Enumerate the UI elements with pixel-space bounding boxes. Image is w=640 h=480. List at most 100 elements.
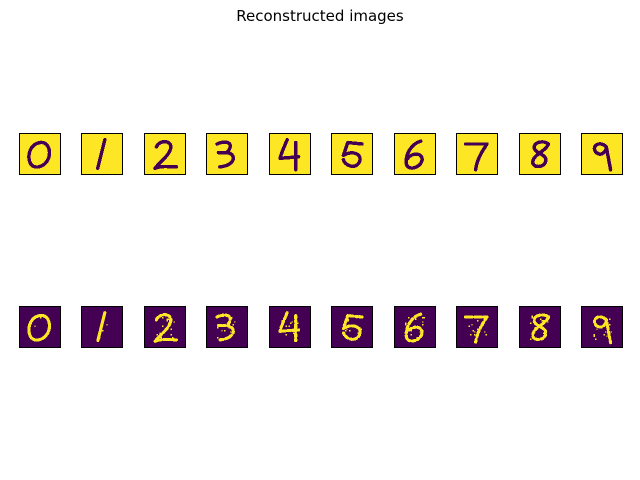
noise-pixel — [468, 325, 470, 327]
digit-stroke — [27, 140, 52, 169]
original-digit-9 — [581, 133, 623, 175]
noise-pixel — [99, 337, 101, 339]
digit-image — [20, 307, 60, 347]
noise-pixel — [102, 329, 104, 332]
noise-pixel — [481, 317, 483, 319]
noise-pixel — [290, 329, 292, 332]
noise-pixel — [232, 324, 235, 326]
original-digit-7 — [456, 133, 498, 175]
noise-pixel — [474, 331, 476, 333]
noise-pixel — [474, 334, 476, 336]
noise-pixel — [419, 331, 421, 333]
noise-pixel — [609, 318, 611, 320]
noise-pixel — [292, 332, 295, 335]
reconstructed-digit-0 — [19, 306, 61, 348]
noise-pixel — [610, 331, 612, 333]
noise-pixel — [593, 334, 595, 336]
original-digit-6 — [394, 133, 436, 175]
noise-pixel — [356, 337, 358, 339]
noise-pixel — [349, 329, 351, 332]
figure-title: Reconstructed images — [236, 7, 404, 25]
noise-pixel — [485, 334, 487, 336]
noise-pixel — [159, 332, 161, 335]
noise-pixel — [544, 315, 546, 317]
noise-pixel — [484, 331, 486, 333]
reconstructed-digit-5 — [331, 306, 373, 348]
noise-pixel — [606, 335, 608, 337]
noise-pixel — [34, 325, 36, 327]
noise-pixel — [222, 315, 225, 317]
noise-pixel — [156, 334, 158, 336]
noise-pixel — [344, 329, 347, 332]
noise-pixel — [100, 324, 102, 326]
original-digit-3 — [206, 133, 248, 175]
noise-pixel — [593, 321, 595, 323]
digit-stroke — [404, 139, 424, 170]
noise-pixel — [531, 315, 533, 317]
noise-pixel — [173, 321, 175, 323]
noise-pixel — [47, 329, 49, 332]
noise-pixel — [469, 334, 472, 336]
noise-pixel — [285, 325, 288, 327]
digit-image — [145, 307, 185, 347]
noise-pixel — [415, 318, 417, 320]
digit-stroke — [278, 311, 301, 345]
noise-pixel — [160, 337, 163, 339]
noise-pixel — [162, 325, 164, 327]
reconstructed-images-row — [0, 306, 640, 348]
noise-pixel — [541, 319, 543, 322]
noise-pixel — [346, 328, 348, 330]
noise-pixel — [106, 324, 108, 326]
noise-pixel — [406, 337, 408, 339]
noise-pixel — [225, 338, 227, 340]
noise-pixel — [548, 315, 550, 317]
noise-pixel — [548, 317, 550, 319]
noise-pixel — [423, 317, 425, 319]
digit-stroke — [153, 313, 179, 343]
noise-pixel — [405, 324, 407, 326]
digit-stroke — [464, 315, 489, 345]
original-digit-2 — [144, 133, 186, 175]
image-background — [270, 134, 310, 174]
digit-stroke — [215, 140, 235, 169]
noise-pixel — [405, 322, 407, 325]
original-digit-1 — [81, 133, 123, 175]
noise-pixel — [359, 327, 361, 329]
noise-pixel — [294, 315, 296, 317]
digit-image — [457, 307, 497, 347]
noise-pixel — [482, 324, 485, 326]
digit-stroke — [153, 139, 179, 170]
noise-pixel — [357, 332, 360, 335]
reconstructed-digit-8 — [519, 306, 561, 348]
reconstructed-digit-7 — [456, 306, 498, 348]
digit-image — [270, 134, 310, 174]
noise-pixel — [534, 338, 536, 340]
noise-pixel — [162, 338, 164, 340]
digit-image — [520, 134, 560, 174]
digit-stroke — [531, 140, 551, 169]
noise-pixel — [297, 322, 299, 325]
noise-pixel — [170, 328, 173, 330]
noise-pixel — [547, 321, 549, 323]
original-digit-8 — [519, 133, 561, 175]
noise-pixel — [217, 327, 219, 329]
reconstructed-digit-9 — [581, 306, 623, 348]
noise-pixel — [422, 321, 424, 323]
digit-image — [270, 307, 310, 347]
noise-pixel — [290, 322, 292, 325]
noise-pixel — [593, 335, 595, 337]
noise-pixel — [416, 337, 418, 339]
noise-pixel — [422, 324, 424, 326]
noise-pixel — [347, 319, 350, 322]
digit-stroke — [463, 142, 489, 172]
noise-pixel — [596, 328, 598, 330]
digit-stroke — [531, 313, 551, 342]
noise-pixel — [285, 329, 288, 332]
noise-pixel — [295, 338, 298, 340]
noise-pixel — [410, 329, 413, 332]
reconstructed-digit-1 — [81, 306, 123, 348]
noise-pixel — [359, 334, 361, 336]
digit-image — [82, 134, 122, 174]
noise-pixel — [229, 331, 232, 333]
noise-pixel — [166, 319, 168, 322]
